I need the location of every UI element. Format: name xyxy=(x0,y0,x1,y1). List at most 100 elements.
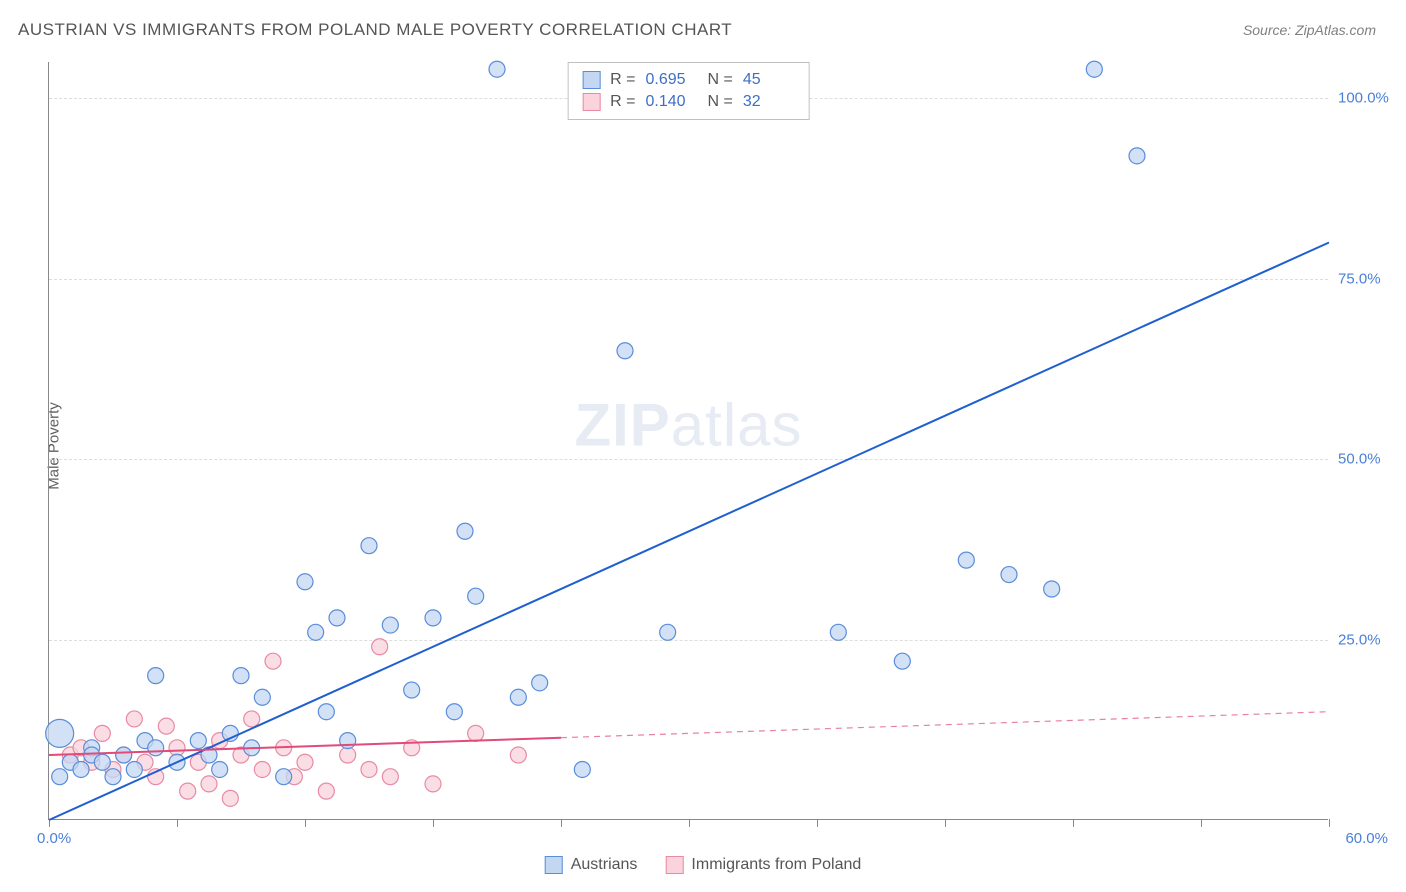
data-point-austrians xyxy=(404,682,420,698)
x-tick xyxy=(561,819,562,827)
data-point-austrians xyxy=(457,523,473,539)
data-point-austrians xyxy=(361,538,377,554)
data-point-austrians xyxy=(446,704,462,720)
data-point-poland xyxy=(382,769,398,785)
data-point-poland xyxy=(468,725,484,741)
source-attribution: Source: ZipAtlas.com xyxy=(1243,22,1376,38)
swatch-austrians xyxy=(545,856,563,874)
regression-line-poland-extrapolated xyxy=(561,712,1329,738)
data-point-austrians xyxy=(233,668,249,684)
data-point-poland xyxy=(201,776,217,792)
stat-r-label: R = xyxy=(610,93,635,111)
data-point-austrians xyxy=(148,740,164,756)
y-tick-label: 25.0% xyxy=(1338,631,1398,648)
x-tick xyxy=(1329,819,1330,827)
x-tick xyxy=(817,819,818,827)
data-point-austrians xyxy=(254,689,270,705)
x-tick-label-min: 0.0% xyxy=(37,830,71,847)
swatch-poland xyxy=(582,93,600,111)
stats-legend-box: R = 0.695 N = 45 R = 0.140 N = 32 xyxy=(567,62,810,120)
data-point-austrians xyxy=(105,769,121,785)
data-point-austrians xyxy=(276,769,292,785)
bottom-legend: Austrians Immigrants from Poland xyxy=(545,856,862,874)
x-tick-label-max: 60.0% xyxy=(1345,830,1388,847)
x-tick xyxy=(689,819,690,827)
data-point-austrians xyxy=(1086,61,1102,77)
data-point-austrians xyxy=(510,689,526,705)
data-point-austrians xyxy=(1129,148,1145,164)
legend-label-austrians: Austrians xyxy=(571,856,638,874)
data-point-poland xyxy=(425,776,441,792)
y-tick-label: 100.0% xyxy=(1338,90,1398,107)
regression-line-poland xyxy=(49,738,561,755)
data-point-austrians xyxy=(958,552,974,568)
data-point-poland xyxy=(372,639,388,655)
data-point-poland xyxy=(158,718,174,734)
data-point-austrians xyxy=(340,733,356,749)
stats-row-poland: R = 0.140 N = 32 xyxy=(582,91,795,113)
data-point-austrians xyxy=(1044,581,1060,597)
data-point-austrians xyxy=(318,704,334,720)
data-point-poland xyxy=(169,740,185,756)
scatter-svg xyxy=(49,62,1328,819)
data-point-austrians xyxy=(489,61,505,77)
data-point-poland xyxy=(510,747,526,763)
y-tick-label: 50.0% xyxy=(1338,451,1398,468)
data-point-austrians xyxy=(52,769,68,785)
stat-r-austrians: 0.695 xyxy=(646,71,698,89)
legend-item-austrians: Austrians xyxy=(545,856,638,874)
data-point-austrians xyxy=(617,343,633,359)
data-point-austrians xyxy=(46,719,74,747)
stat-n-label: N = xyxy=(708,93,733,111)
y-tick-label: 75.0% xyxy=(1338,270,1398,287)
regression-line-austrians xyxy=(49,242,1329,820)
data-point-poland xyxy=(94,725,110,741)
x-tick xyxy=(305,819,306,827)
stat-r-poland: 0.140 xyxy=(646,93,698,111)
swatch-austrians xyxy=(582,71,600,89)
stat-r-label: R = xyxy=(610,71,635,89)
chart-title: AUSTRIAN VS IMMIGRANTS FROM POLAND MALE … xyxy=(18,20,732,40)
data-point-austrians xyxy=(116,747,132,763)
data-point-austrians xyxy=(308,624,324,640)
data-point-poland xyxy=(222,790,238,806)
data-point-austrians xyxy=(94,754,110,770)
data-point-poland xyxy=(244,711,260,727)
data-point-austrians xyxy=(574,761,590,777)
data-point-poland xyxy=(361,761,377,777)
x-tick xyxy=(177,819,178,827)
stat-n-label: N = xyxy=(708,71,733,89)
stat-n-poland: 32 xyxy=(743,93,795,111)
data-point-austrians xyxy=(1001,567,1017,583)
stat-n-austrians: 45 xyxy=(743,71,795,89)
data-point-austrians xyxy=(73,761,89,777)
data-point-poland xyxy=(340,747,356,763)
data-point-austrians xyxy=(126,761,142,777)
data-point-poland xyxy=(318,783,334,799)
data-point-austrians xyxy=(212,761,228,777)
data-point-austrians xyxy=(148,668,164,684)
legend-label-poland: Immigrants from Poland xyxy=(691,856,861,874)
legend-item-poland: Immigrants from Poland xyxy=(665,856,861,874)
data-point-austrians xyxy=(830,624,846,640)
data-point-poland xyxy=(265,653,281,669)
swatch-poland xyxy=(665,856,683,874)
data-point-poland xyxy=(180,783,196,799)
data-point-austrians xyxy=(532,675,548,691)
x-tick xyxy=(433,819,434,827)
data-point-austrians xyxy=(297,574,313,590)
data-point-austrians xyxy=(190,733,206,749)
data-point-austrians xyxy=(660,624,676,640)
data-point-austrians xyxy=(382,617,398,633)
data-point-austrians xyxy=(468,588,484,604)
x-tick xyxy=(945,819,946,827)
data-point-austrians xyxy=(329,610,345,626)
data-point-poland xyxy=(254,761,270,777)
x-tick xyxy=(1073,819,1074,827)
plot-area: ZIPatlas 25.0%50.0%75.0%100.0% 0.0% 60.0… xyxy=(48,62,1328,820)
stats-row-austrians: R = 0.695 N = 45 xyxy=(582,69,795,91)
data-point-poland xyxy=(297,754,313,770)
x-tick xyxy=(1201,819,1202,827)
data-point-poland xyxy=(126,711,142,727)
data-point-austrians xyxy=(894,653,910,669)
